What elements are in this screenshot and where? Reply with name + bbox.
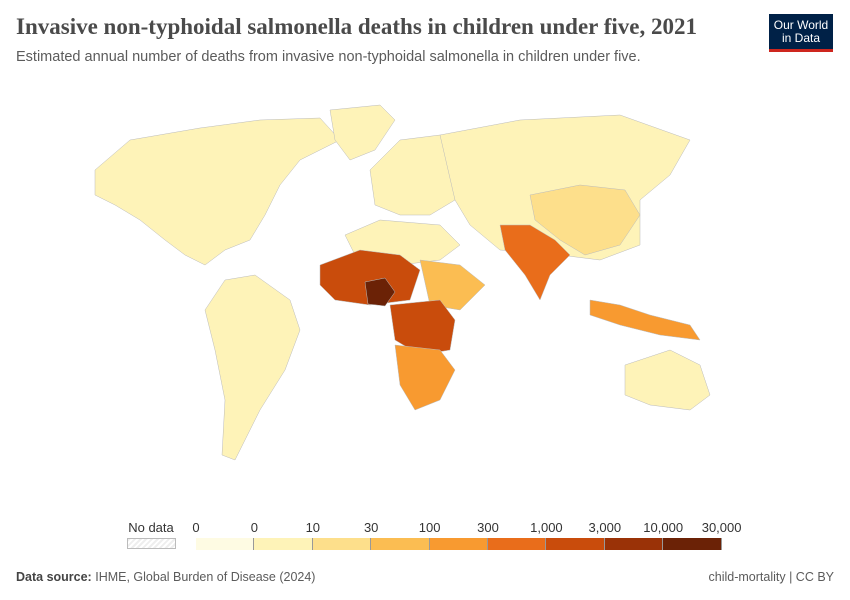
region-southern-africa[interactable] [394, 344, 456, 411]
region-nigeria[interactable] [364, 277, 396, 307]
legend-tick: 0 [250, 520, 259, 535]
region-europe[interactable] [369, 134, 456, 216]
legend-tick: 100 [418, 520, 441, 535]
region-china[interactable] [529, 184, 641, 256]
legend-swatch[interactable] [254, 538, 313, 550]
region-australia[interactable] [624, 349, 711, 411]
legend-tick: 10,000 [643, 520, 684, 535]
legend-swatch[interactable] [312, 538, 372, 550]
region-greenland[interactable] [329, 104, 396, 161]
legend-swatch[interactable] [488, 538, 547, 550]
region-central-africa[interactable] [389, 299, 456, 356]
region-east-africa[interactable] [419, 259, 486, 311]
legend-tick: 10 [305, 520, 321, 535]
owid-logo[interactable]: Our World in Data [769, 14, 833, 52]
region-southeast-asia[interactable] [589, 299, 701, 341]
legend-tick: 3,000 [588, 520, 622, 535]
legend-tick: 0 [192, 520, 200, 535]
source-text[interactable]: IHME, Global Burden of Disease (2024) [95, 570, 316, 584]
legend-swatch[interactable] [663, 538, 722, 550]
legend-tick: 300 [477, 520, 499, 535]
region-south-america[interactable] [204, 274, 301, 461]
region-north-america[interactable] [94, 117, 341, 266]
legend-swatch[interactable] [546, 538, 605, 550]
legend-swatch[interactable] [371, 538, 430, 550]
legend-no-data-label: No data [128, 520, 174, 535]
chart-subtitle: Estimated annual number of deaths from i… [16, 49, 641, 65]
legend-tick: 30,000 [701, 520, 742, 535]
legend-swatch[interactable] [429, 538, 488, 550]
source-label: Data source: [16, 570, 92, 584]
region-west-africa[interactable] [319, 249, 421, 306]
legend-swatch[interactable] [196, 538, 255, 550]
legend-swatch[interactable] [604, 538, 664, 550]
footer-right[interactable]: child-mortality | CC BY [708, 570, 835, 584]
legend-no-data-swatch[interactable] [127, 538, 176, 549]
data-source: Data source: IHME, Global Burden of Dise… [16, 570, 315, 584]
region-south-asia[interactable] [499, 224, 571, 301]
world-map[interactable] [0, 80, 850, 480]
legend-tick: 30 [363, 520, 379, 535]
chart-title: Invasive non-typhoidal salmonella deaths… [16, 14, 697, 39]
legend-tick: 1,000 [530, 520, 563, 535]
